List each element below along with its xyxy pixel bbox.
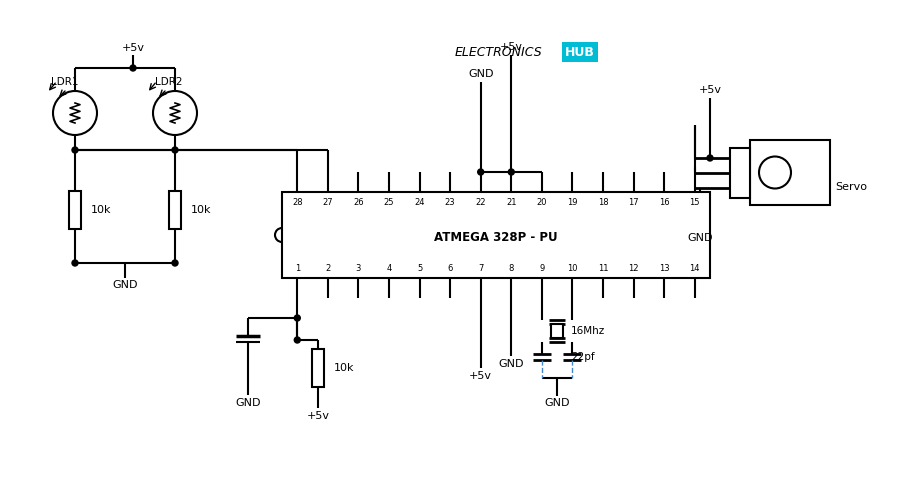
Circle shape [172,260,178,266]
Text: 16Mhz: 16Mhz [572,326,606,336]
Text: GND: GND [688,233,713,243]
Text: +5v: +5v [122,43,145,53]
Circle shape [172,147,178,153]
Text: 11: 11 [598,264,608,273]
Bar [282,192,710,278]
Text: +5v: +5v [500,42,523,52]
Text: 2: 2 [325,264,330,273]
Text: 1: 1 [294,264,300,273]
Text: 22: 22 [475,198,486,207]
Circle shape [72,260,78,266]
Text: Servo: Servo [835,182,867,193]
Text: 3: 3 [356,264,361,273]
Circle shape [478,169,483,175]
Text: 20: 20 [536,198,547,207]
Text: 19: 19 [567,198,578,207]
Text: 28: 28 [292,198,302,207]
Bar [551,324,563,338]
Text: 24: 24 [414,198,425,207]
Text: HUB: HUB [565,46,595,58]
Circle shape [294,337,301,343]
Text: 16: 16 [659,198,670,207]
Text: 10k: 10k [334,363,355,373]
Text: 10: 10 [567,264,578,273]
Text: 5: 5 [417,264,422,273]
Text: 6: 6 [447,264,453,273]
Text: +5v: +5v [307,411,329,421]
Circle shape [130,65,136,71]
Text: ATMEGA 328P - PU: ATMEGA 328P - PU [434,230,558,243]
Text: 23: 23 [445,198,455,207]
Text: 13: 13 [659,264,670,273]
Circle shape [72,147,78,153]
Text: 22pf: 22pf [572,352,595,362]
Text: 12: 12 [628,264,639,273]
Text: 10k: 10k [91,205,112,215]
Bar [169,191,181,229]
Circle shape [508,169,514,175]
Text: GND: GND [468,69,493,79]
Text: GND: GND [235,398,261,408]
Text: ELECTRONICS: ELECTRONICS [455,46,543,58]
Text: 4: 4 [386,264,391,273]
Text: +5v: +5v [698,85,722,95]
Text: GND: GND [544,398,570,408]
Text: 7: 7 [478,264,483,273]
Bar [69,191,81,229]
Text: 9: 9 [539,264,544,273]
Text: 17: 17 [628,198,639,207]
Text: 15: 15 [689,198,700,207]
Text: GND: GND [112,280,138,290]
Text: +5v: +5v [469,371,492,381]
Text: 27: 27 [322,198,333,207]
Text: 26: 26 [353,198,364,207]
Text: GND: GND [499,359,524,369]
Bar [750,140,830,205]
Text: 18: 18 [598,198,608,207]
Text: 25: 25 [383,198,394,207]
Text: LDR2: LDR2 [155,77,183,87]
Bar [730,148,750,198]
Circle shape [707,155,713,161]
Circle shape [294,315,301,321]
Text: 14: 14 [689,264,700,273]
Text: LDR1: LDR1 [51,77,78,87]
Text: 21: 21 [506,198,517,207]
Bar [312,349,324,387]
Text: 8: 8 [508,264,514,273]
Text: 10k: 10k [191,205,211,215]
